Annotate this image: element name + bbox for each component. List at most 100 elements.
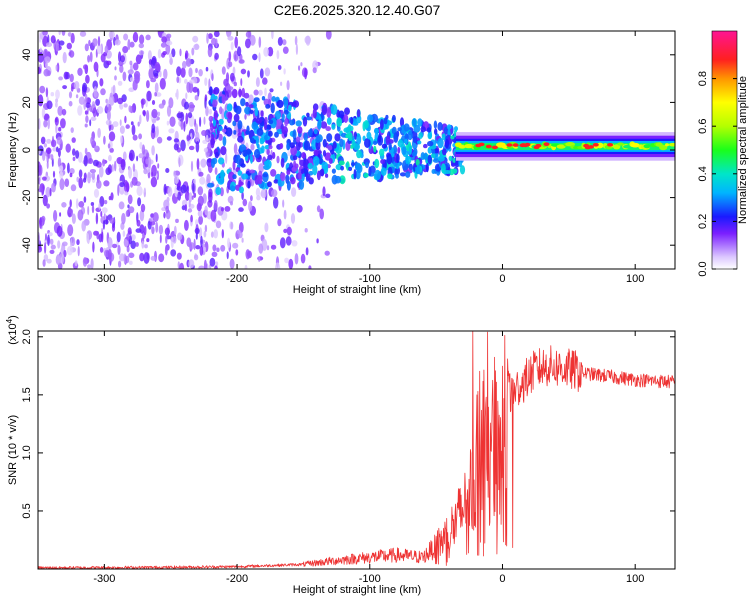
spectrogram-cell <box>320 168 325 177</box>
spectrogram-cell <box>204 224 208 233</box>
spectrogram-cell <box>114 160 117 172</box>
spectrogram-cell <box>157 48 162 59</box>
spectrogram-cell <box>153 69 159 77</box>
spectrogram-cell <box>109 217 115 224</box>
spectrogram-cell <box>75 150 80 159</box>
spectrogram-cell <box>38 177 41 185</box>
spectrogram-cell <box>74 81 80 90</box>
spectrogram-cell <box>225 127 233 137</box>
spectrogram-cell <box>232 120 237 127</box>
spectrogram-cell <box>139 141 143 150</box>
spectrogram-cell <box>344 107 350 115</box>
spectrogram-cell <box>67 208 73 218</box>
spectrogram-cell <box>216 247 220 253</box>
spectrogram-cell <box>154 82 159 94</box>
x-tick-label: 100 <box>626 573 644 585</box>
spectrogram-cell <box>230 41 234 51</box>
spectrogram-peak <box>588 145 594 149</box>
spectrogram-cell <box>233 113 240 123</box>
spectrogram-cell <box>617 142 624 146</box>
spectrogram-cell <box>215 261 219 267</box>
spectrogram-cell <box>92 38 98 47</box>
spectrogram-cell <box>208 33 213 40</box>
spectrogram-cell <box>136 185 143 197</box>
spectrogram-cell <box>363 120 369 129</box>
spectrogram-cell <box>240 68 247 75</box>
spectrogram-cell <box>70 238 73 248</box>
spectrogram-cell <box>264 67 271 77</box>
spectrogram-peak <box>478 142 485 147</box>
spectrogram-cell <box>61 241 68 247</box>
spectrogram-cell <box>138 153 144 159</box>
spectrogram-cell <box>353 121 359 126</box>
spectrogram-cell <box>300 62 303 67</box>
spectrogram-cell <box>320 121 328 129</box>
spectrogram-cell <box>204 205 208 216</box>
spectrogram-cell <box>240 78 243 87</box>
spectrogram-cell <box>114 66 117 71</box>
spectrogram-cell <box>294 253 299 265</box>
spectrogram-cell <box>315 135 321 144</box>
spectrogram-cell <box>112 121 119 128</box>
spectrogram-cell <box>227 237 231 249</box>
spectrogram-cell <box>184 78 188 84</box>
spectrogram-cell <box>325 31 332 40</box>
spectrogram-cell <box>220 169 225 180</box>
spectrogram-cell <box>95 212 99 225</box>
spectrogram-cell <box>285 236 292 246</box>
spectrogram-cell <box>668 142 675 147</box>
spectrogram-cell <box>174 175 179 185</box>
spectrogram-cell <box>69 73 74 83</box>
spectrogram-peak <box>543 142 550 146</box>
spectrogram-cell <box>124 115 127 124</box>
spectrogram-cell <box>213 200 218 211</box>
spectrogram-cell <box>209 257 216 267</box>
spectrogram-cell <box>230 185 236 192</box>
spectrogram-cell <box>83 196 87 203</box>
x-tick-label: -200 <box>226 573 248 585</box>
spectrogram-cell <box>250 155 253 164</box>
spectrogram-cell <box>248 201 253 212</box>
spectrogram-cell <box>427 154 433 165</box>
spectrogram-cell <box>195 141 200 153</box>
spectrogram-cell <box>263 160 270 166</box>
spectrogram-cell <box>70 184 77 192</box>
spectrogram-cell <box>150 176 158 188</box>
spectrogram-cell <box>298 172 303 180</box>
spectrogram-cell <box>415 159 420 166</box>
spectrogram-cell <box>425 162 429 173</box>
spectrogram-cell <box>267 181 272 188</box>
spectrogram-cell <box>284 118 288 127</box>
spectrogram-cell <box>143 187 146 193</box>
spectrogram-cell <box>163 68 168 80</box>
spectrogram-cell <box>188 101 195 113</box>
spectrogram-cell <box>347 132 353 142</box>
spectrogram-cell <box>412 118 417 127</box>
spectrogram-cell <box>106 99 109 108</box>
spectrogram-cell <box>214 167 218 175</box>
spectrogram-cell <box>45 61 48 69</box>
spectrogram-cell <box>391 114 396 123</box>
spectrogram-cell <box>84 43 89 52</box>
x-tick-label: -200 <box>226 273 248 285</box>
spectrogram-cell <box>119 119 122 126</box>
spectrogram-cell <box>132 163 136 173</box>
spectrogram-cell <box>169 57 173 65</box>
spectrogram-cell <box>77 246 80 257</box>
spectrogram-cell <box>322 186 326 197</box>
spectrogram-cell <box>438 155 445 162</box>
spectrogram-cell <box>57 240 61 249</box>
spectrogram-cell <box>326 117 332 125</box>
spectrogram-cell <box>221 66 226 75</box>
spectrogram-cell <box>423 143 428 149</box>
spectrogram-cell <box>441 163 446 174</box>
spectrogram-cell <box>227 35 234 41</box>
spectrogram-cell <box>87 205 90 216</box>
spectrogram-cell <box>443 170 451 174</box>
spectrogram-cell <box>58 31 61 36</box>
spectrogram-cell <box>281 126 289 135</box>
spectrogram-cell <box>356 133 362 145</box>
spectrogram-cell <box>106 60 112 66</box>
spectrogram-cell <box>147 50 152 61</box>
spectrogram-cell <box>135 54 142 65</box>
